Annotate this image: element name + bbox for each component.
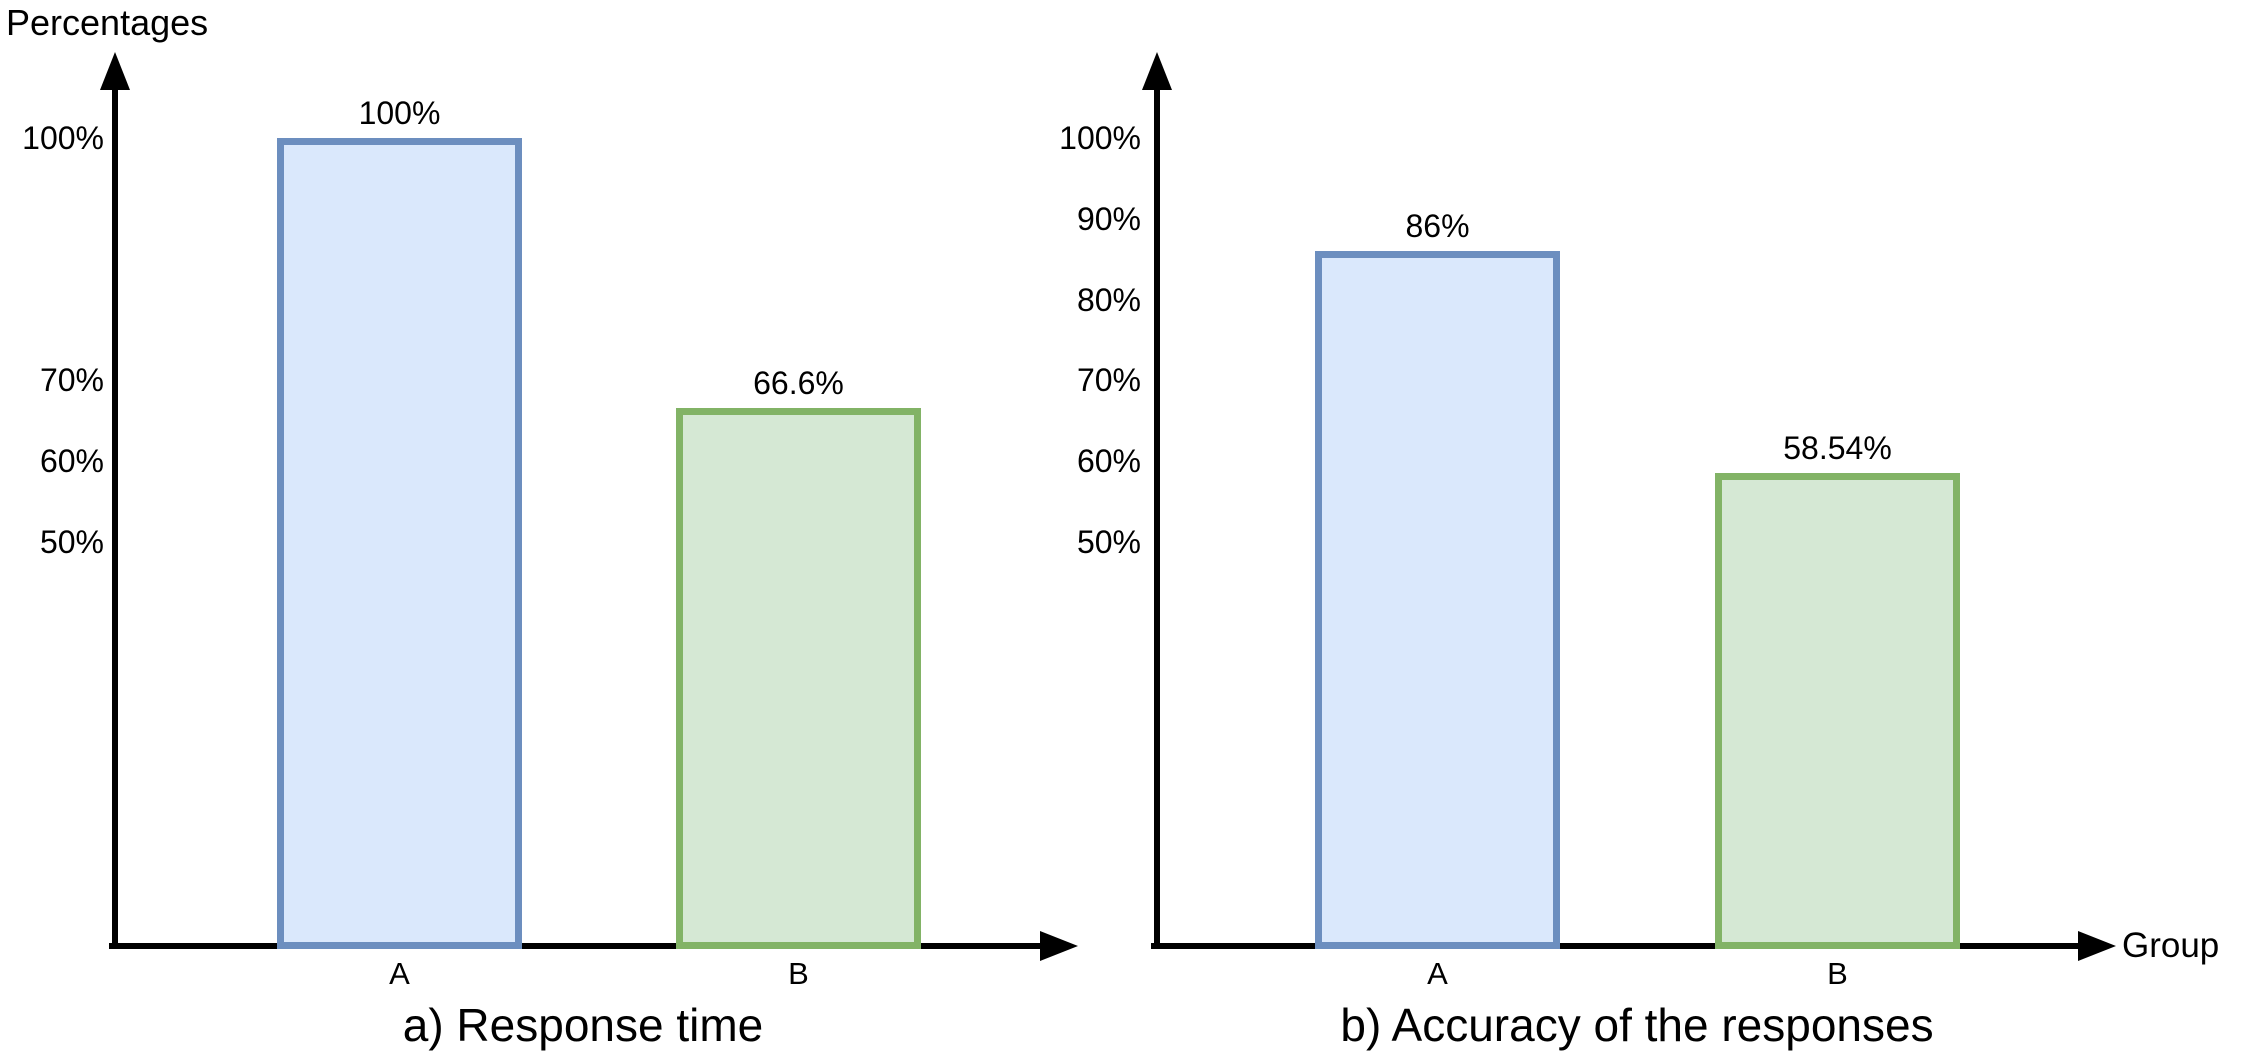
y-tick-label: 100%	[1059, 120, 1141, 156]
bar-a	[1315, 251, 1560, 949]
y-tick-label: 80%	[1076, 281, 1141, 318]
bar-a	[277, 138, 522, 949]
bar-b	[676, 408, 921, 949]
y-tick-label: 50%	[39, 524, 104, 560]
bar-b	[1715, 473, 1960, 949]
y-tick-label: 90%	[1076, 200, 1141, 237]
y-axis-arrowhead	[100, 52, 130, 90]
caption-response-time: a) Response time	[402, 999, 764, 1051]
x-category-label: B	[1827, 956, 1848, 991]
y-tick-label: 100%	[22, 120, 104, 156]
bar-value-label: 86%	[1405, 208, 1470, 244]
y-axis-title: Percentages	[6, 2, 209, 43]
y-tick-label: 70%	[39, 362, 104, 399]
x-axis-line	[1151, 943, 2086, 949]
bar-value-label: 58.54%	[1783, 430, 1892, 466]
caption-accuracy: b) Accuracy of the responses	[1340, 999, 1934, 1051]
y-tick-label: 70%	[1076, 362, 1141, 399]
y-tick-label: 50%	[1076, 524, 1141, 560]
x-category-label: A	[1427, 956, 1448, 991]
y-tick-label: 60%	[1076, 443, 1141, 480]
bar-value-label: 100%	[358, 95, 441, 131]
y-axis-line	[1154, 74, 1160, 949]
x-category-label: A	[389, 956, 410, 991]
y-axis-arrowhead	[1142, 52, 1172, 90]
x-category-label: B	[788, 956, 809, 991]
y-axis-line	[112, 74, 118, 949]
y-tick-label: 60%	[39, 443, 104, 480]
x-axis-title: Group	[2122, 926, 2220, 965]
x-axis-arrowhead	[1040, 931, 1078, 961]
bar-value-label: 66.6%	[753, 365, 844, 401]
x-axis-line	[109, 943, 1048, 949]
x-axis-arrowhead	[2078, 931, 2116, 961]
